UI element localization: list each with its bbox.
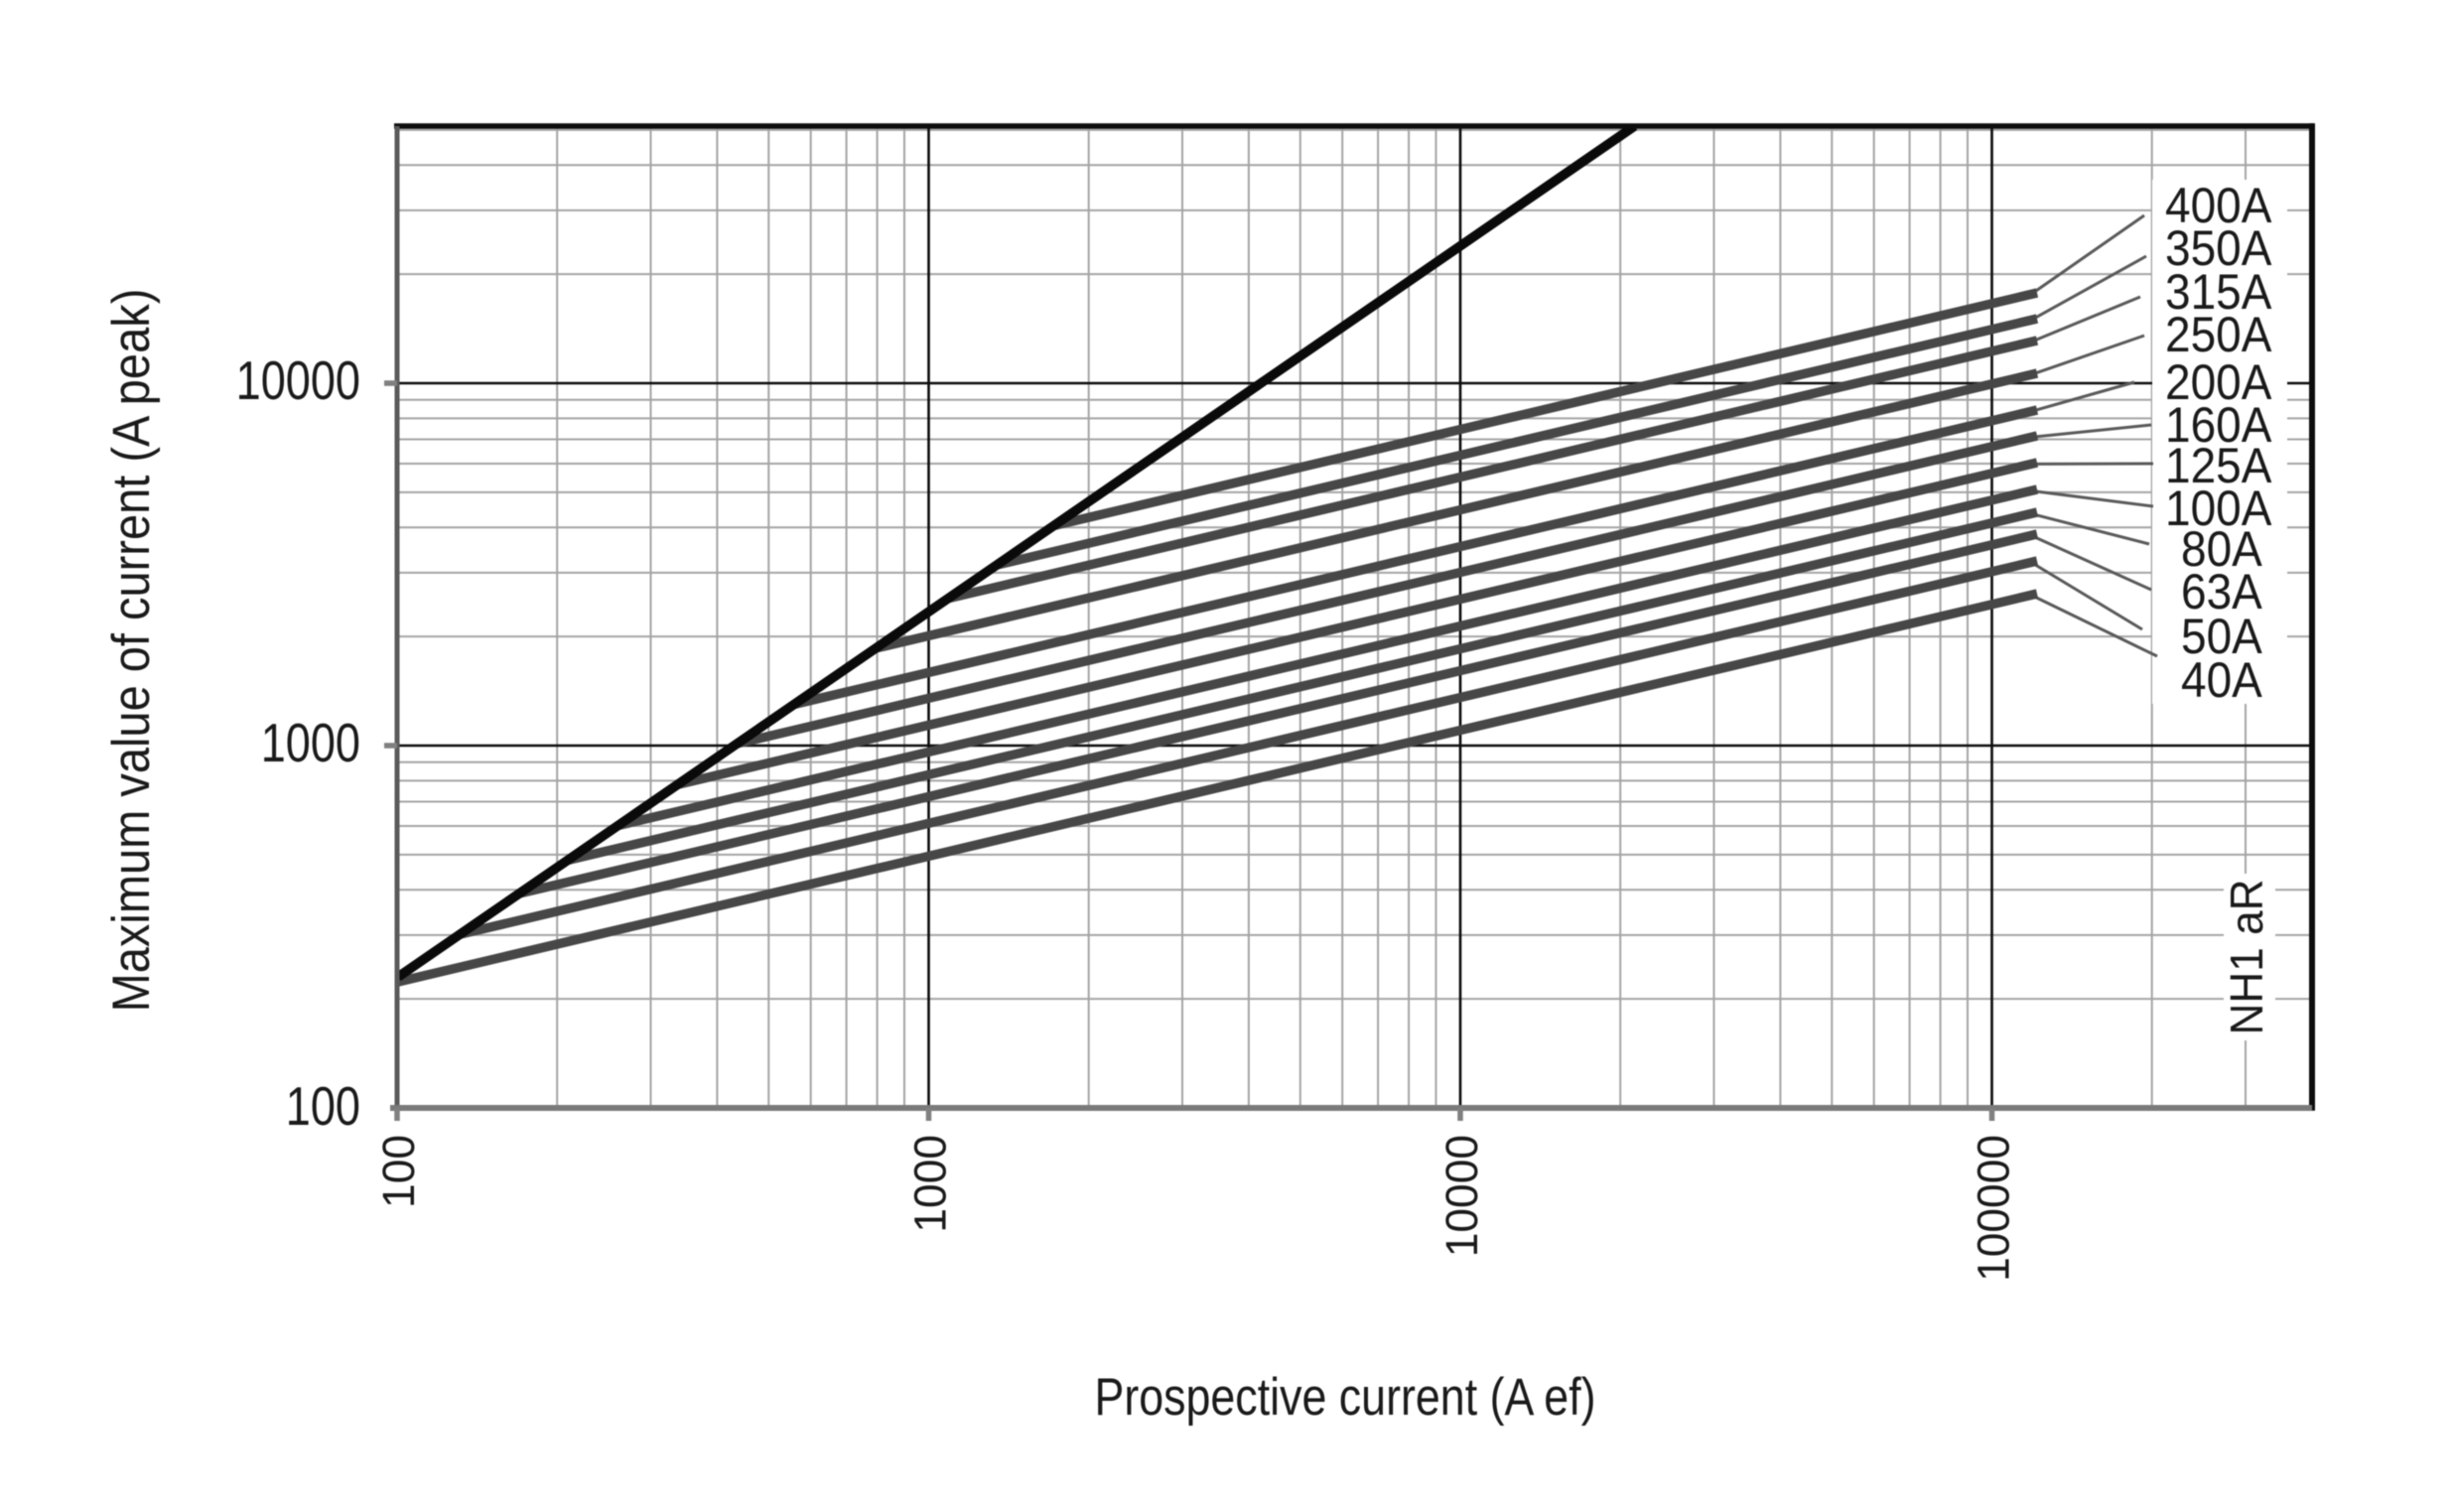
- svg-text:NH1 aR: NH1 aR: [2221, 879, 2272, 1034]
- svg-text:50A: 50A: [2181, 610, 2262, 664]
- svg-text:Prospective current (A ef): Prospective current (A ef): [1094, 1369, 1595, 1427]
- svg-text:Maximum value of current (A pe: Maximum value of current (A peak): [101, 289, 160, 1013]
- svg-text:63A: 63A: [2181, 565, 2262, 619]
- svg-text:10000: 10000: [1438, 1135, 1487, 1257]
- svg-text:100A: 100A: [2165, 481, 2271, 536]
- svg-text:400A: 400A: [2165, 179, 2271, 233]
- svg-text:200A: 200A: [2165, 355, 2271, 410]
- svg-text:250A: 250A: [2165, 308, 2271, 362]
- svg-text:160A: 160A: [2165, 398, 2271, 453]
- svg-text:100: 100: [375, 1135, 424, 1208]
- svg-text:40A: 40A: [2181, 653, 2262, 708]
- svg-text:1000: 1000: [261, 712, 360, 773]
- svg-text:100000: 100000: [1970, 1135, 2018, 1282]
- svg-text:10000: 10000: [236, 349, 360, 411]
- svg-text:350A: 350A: [2165, 221, 2271, 276]
- svg-text:100: 100: [286, 1075, 360, 1137]
- svg-text:80A: 80A: [2181, 522, 2262, 577]
- svg-text:1000: 1000: [906, 1135, 955, 1233]
- svg-text:315A: 315A: [2165, 265, 2271, 320]
- svg-text:125A: 125A: [2165, 439, 2271, 493]
